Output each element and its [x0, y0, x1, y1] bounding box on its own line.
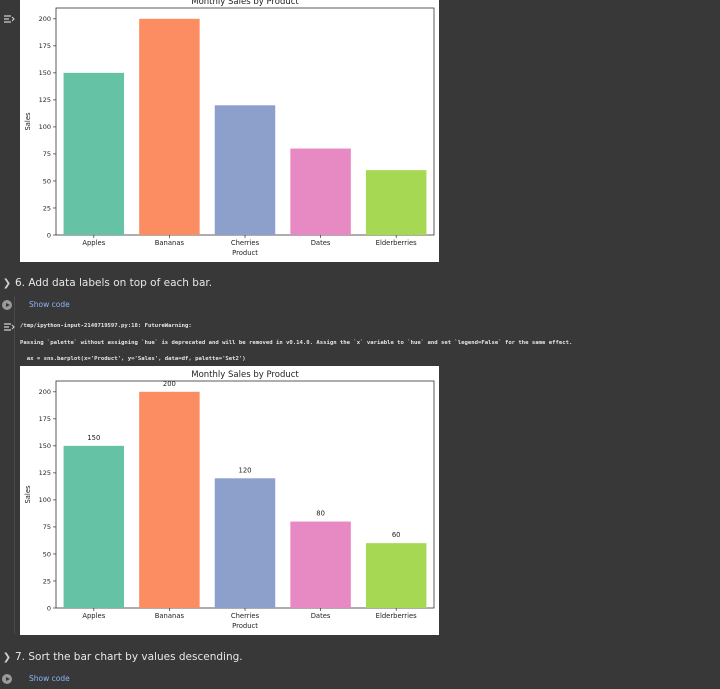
section-6-header[interactable]: ❯ 6. Add data labels on top of each bar. — [0, 274, 212, 292]
data-label: 60 — [392, 531, 401, 539]
x-tick-label: Dates — [311, 612, 331, 620]
y-tick-label: 25 — [43, 204, 51, 212]
chart-output-1: Monthly Sales by Product 0 25 50 75 100 125 150… — [20, 0, 439, 262]
chevron-right-icon[interactable]: ❯ — [2, 651, 12, 663]
y-tick-label: 50 — [43, 550, 51, 558]
chart-output-2: Monthly Sales by Product 0 25 50 75 100 125 150… — [20, 366, 439, 635]
show-code-link[interactable]: Show code — [29, 674, 70, 683]
x-tick-label: Cherries — [231, 612, 260, 620]
bar-cherries — [214, 105, 276, 236]
y-tick-label: 75 — [43, 523, 51, 531]
x-tick-label: Cherries — [231, 239, 260, 247]
bar-chart-1: Monthly Sales by Product 0 25 50 75 100 125 150… — [24, 0, 435, 257]
chart-title: Monthly Sales by Product — [191, 0, 299, 7]
x-axis-label: Product — [232, 249, 258, 257]
x-tick-label: Apples — [82, 239, 105, 247]
y-tick-label: 0 — [47, 231, 51, 239]
bar-dates — [290, 521, 351, 608]
y-tick-label: 150 — [39, 69, 51, 77]
bar-apples — [63, 445, 125, 608]
y-tick-label: 100 — [39, 123, 51, 131]
bar-bananas — [139, 391, 200, 608]
y-tick-label: 200 — [39, 15, 51, 23]
data-label: 120 — [239, 466, 252, 474]
show-code-link[interactable]: Show code — [29, 300, 70, 309]
y-tick-label: 25 — [43, 577, 51, 585]
bar-apples — [63, 72, 125, 235]
y-tick-label: 75 — [43, 150, 51, 158]
output-toggle-icon[interactable] — [3, 14, 15, 24]
y-tick-label: 100 — [39, 496, 51, 504]
x-tick-label: Elderberries — [376, 612, 418, 620]
output-toggle-icon[interactable] — [3, 322, 15, 332]
x-tick-label: Elderberries — [376, 239, 418, 247]
y-axis-label: Sales — [24, 485, 32, 504]
y-tick-label: 125 — [39, 96, 51, 104]
chevron-right-icon[interactable]: ❯ — [2, 277, 12, 289]
x-tick-label: Dates — [311, 239, 331, 247]
data-label: 200 — [163, 380, 176, 388]
run-cell-icon[interactable] — [2, 300, 12, 310]
y-tick-label: 50 — [43, 177, 51, 185]
y-tick-label: 175 — [39, 42, 51, 50]
y-tick-label: 150 — [39, 442, 51, 450]
bar-bananas — [139, 18, 200, 235]
data-label: 80 — [316, 510, 325, 518]
x-axis-label: Product — [232, 622, 258, 630]
bar-dates — [290, 148, 351, 235]
bar-chart-2: Monthly Sales by Product 0 25 50 75 100 125 150… — [24, 370, 435, 630]
run-cell-icon[interactable] — [2, 674, 12, 684]
chart-title: Monthly Sales by Product — [191, 370, 299, 380]
bar-elderberries — [365, 543, 427, 608]
y-axis-label: Sales — [24, 112, 32, 131]
y-tick-label: 175 — [39, 415, 51, 423]
bar-elderberries — [365, 170, 427, 235]
warning-line-2: Passing `palette` without assigning `hue… — [20, 340, 573, 346]
section-6-title: 6. Add data labels on top of each bar. — [15, 277, 213, 289]
y-tick-label: 0 — [47, 604, 51, 612]
warning-line-3: ax = sns.barplot(x='Product', y='Sales',… — [20, 356, 246, 362]
data-label: 150 — [87, 434, 100, 442]
x-tick-label: Apples — [82, 612, 105, 620]
cell-indent-rule — [14, 296, 15, 634]
section-7-header[interactable]: ❯ 7. Sort the bar chart by values descen… — [0, 648, 243, 666]
bar-cherries — [214, 478, 276, 608]
x-tick-label: Bananas — [155, 239, 185, 247]
warning-line-1: /tmp/ipython-input-2140719597.py:18: Fut… — [20, 323, 192, 329]
x-tick-label: Bananas — [155, 612, 185, 620]
section-7-title: 7. Sort the bar chart by values descendi… — [15, 651, 243, 663]
y-tick-label: 200 — [39, 388, 51, 396]
y-tick-label: 125 — [39, 469, 51, 477]
